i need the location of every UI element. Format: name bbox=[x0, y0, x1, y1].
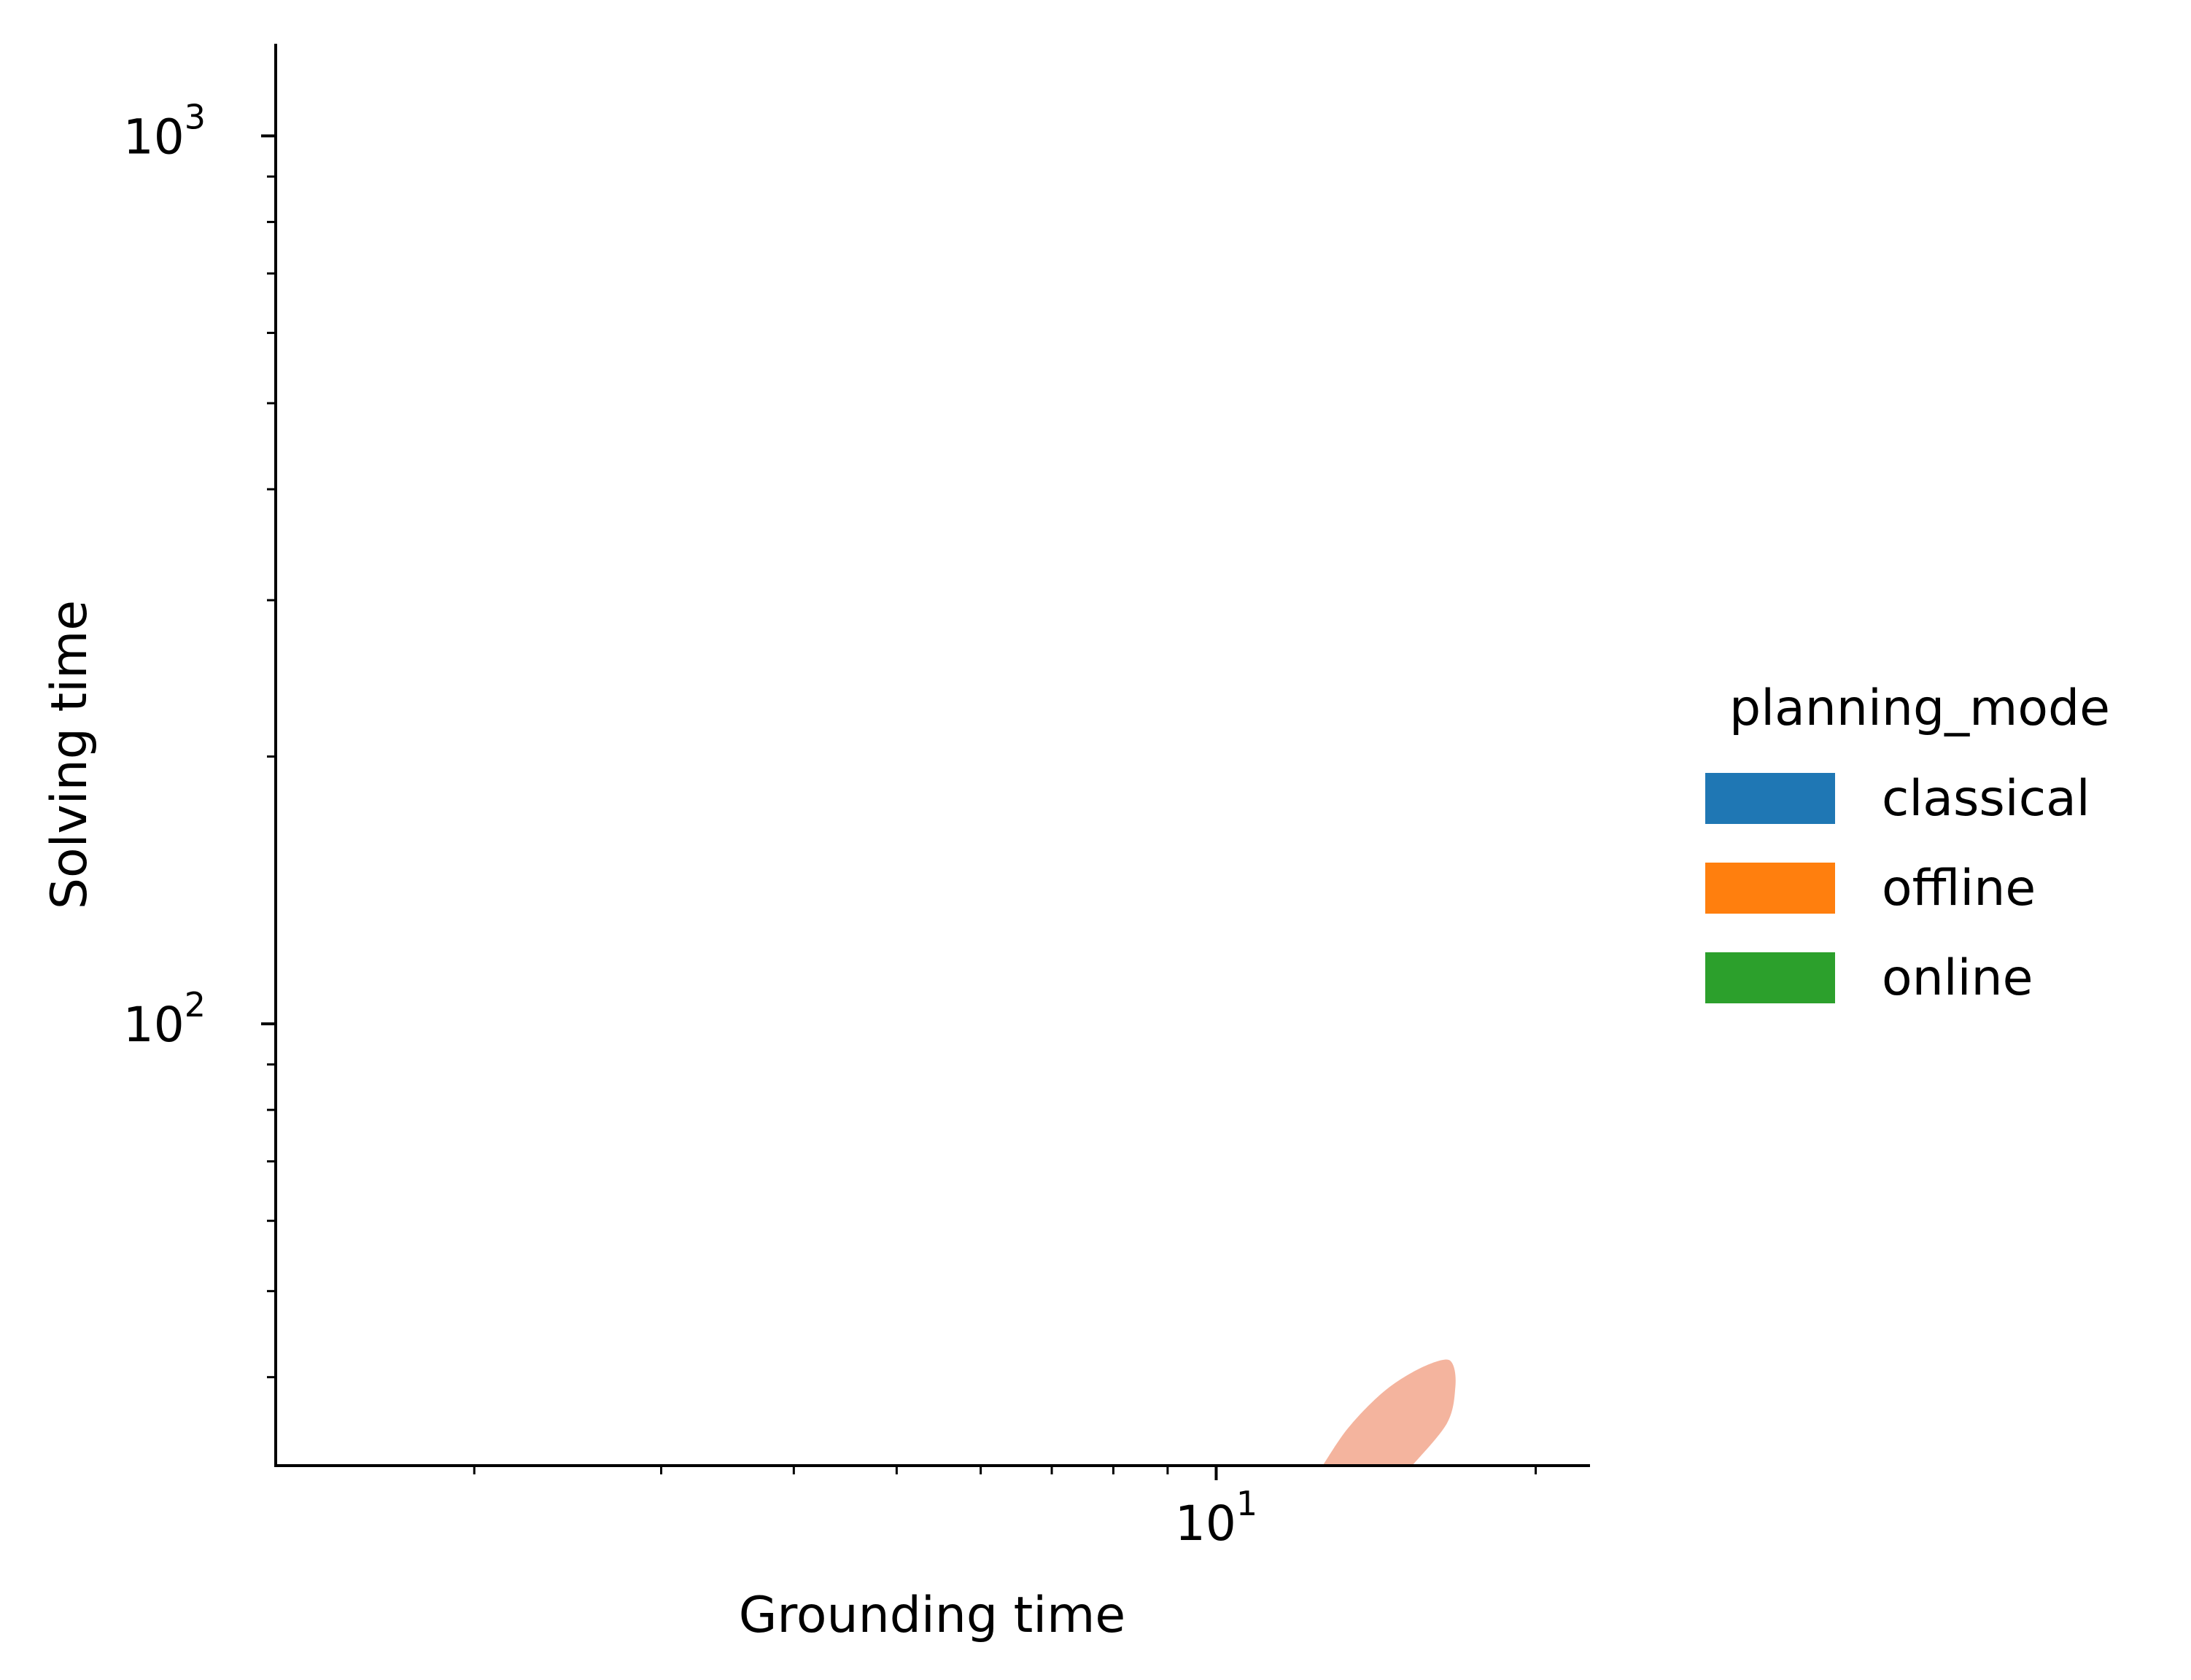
legend-title: planning_mode bbox=[1729, 680, 2110, 737]
legend-swatch-offline bbox=[1705, 863, 1835, 914]
legend-swatch-classical bbox=[1705, 773, 1835, 824]
legend: planning_mode classical offline online bbox=[1705, 680, 2110, 1007]
legend-swatch-online bbox=[1705, 952, 1835, 1003]
legend-entries: classical offline online bbox=[1705, 770, 2090, 1007]
x-tick-label: 101 bbox=[1175, 1484, 1257, 1552]
legend-label-classical: classical bbox=[1882, 770, 2090, 828]
axes bbox=[274, 44, 1590, 1467]
contour-layer bbox=[1322, 1359, 1456, 1466]
contour-offline bbox=[1322, 1359, 1456, 1466]
ticks: 101 102 103 bbox=[123, 97, 1537, 1552]
x-axis-label: Grounding time bbox=[739, 1587, 1126, 1644]
y-tick-label: 103 bbox=[123, 97, 206, 165]
y-tick-label: 102 bbox=[123, 985, 206, 1053]
y-axis-label: Solving time bbox=[41, 600, 98, 909]
legend-label-offline: offline bbox=[1882, 860, 2036, 917]
legend-label-online: online bbox=[1882, 949, 2033, 1007]
